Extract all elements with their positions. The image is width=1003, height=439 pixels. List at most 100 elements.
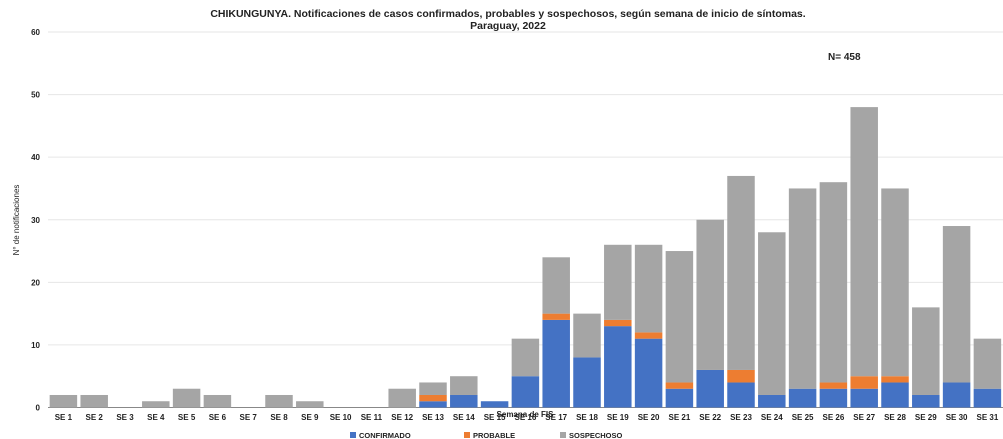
y-axis-ticks: 0 10 20 30 40 50 60	[31, 28, 40, 413]
bar-sospechoso	[542, 257, 570, 314]
x-axis-ticks: SE 1 SE 2 SE 3 SE 4 SE 5 SE 6 SE 7 SE 8 SE 9 SE 1…	[55, 413, 999, 422]
bar-confirmado	[604, 326, 632, 408]
bar-probable	[665, 382, 694, 389]
legend: CONFIRMADO PROBABLE SOSPECHOSO	[350, 431, 623, 439]
y-tick-label: 50	[31, 91, 40, 100]
bar-confirmado	[542, 319, 570, 408]
bar-sospechoso	[788, 188, 817, 389]
x-tick-label: SE 24	[761, 413, 783, 422]
y-tick-label: 30	[31, 216, 40, 225]
bar-confirmado	[819, 388, 848, 408]
x-tick-label: SE 22	[699, 413, 721, 422]
y-tick-label: 10	[31, 341, 40, 350]
x-tick-label: SE 16	[515, 413, 537, 422]
bar-sospechoso	[419, 382, 447, 395]
bar-confirmado	[973, 388, 1002, 408]
bar-confirmado	[419, 401, 447, 408]
bar-sospechoso	[881, 188, 909, 377]
x-tick-label: SE 13	[422, 413, 444, 422]
bar-confirmado	[634, 338, 663, 408]
bar-sospechoso	[665, 251, 694, 383]
x-tick-label: SE 29	[915, 413, 937, 422]
bar-sospechoso	[727, 175, 755, 370]
bar-sospechoso	[265, 394, 293, 408]
bar-confirmado	[665, 388, 694, 408]
bar-probable	[419, 394, 447, 402]
bar-confirmado	[788, 388, 817, 408]
x-tick-label: SE 7	[240, 413, 258, 422]
bar-confirmado	[850, 388, 878, 408]
bar-confirmado	[480, 401, 509, 408]
x-tick-label: SE 6	[209, 413, 227, 422]
x-tick-label: SE 28	[884, 413, 906, 422]
legend-label-confirmado: CONFIRMADO	[359, 431, 411, 439]
y-axis-label: N° de notificaciones	[12, 185, 21, 256]
x-tick-label: SE 10	[330, 413, 352, 422]
bar-sospechoso	[604, 244, 632, 320]
bar-sospechoso	[819, 182, 848, 383]
total-annotation: N= 458	[828, 52, 861, 63]
x-tick-label: SE 26	[823, 413, 845, 422]
x-tick-label: SE 9	[301, 413, 319, 422]
x-tick-label: SE 31	[977, 413, 999, 422]
x-tick-label: SE 14	[453, 413, 475, 422]
bar-sospechoso	[912, 307, 940, 395]
x-tick-label: SE 4	[147, 413, 165, 422]
bar-probable	[727, 369, 755, 383]
chart-subtitle: Paraguay, 2022	[470, 20, 546, 32]
bar-probable	[634, 332, 663, 339]
x-tick-label: SE 30	[946, 413, 968, 422]
bar-confirmado	[511, 376, 540, 408]
bar-sospechoso	[172, 388, 201, 408]
y-tick-label: 20	[31, 278, 40, 287]
bar-confirmado	[758, 394, 786, 408]
y-tick-label: 0	[36, 404, 41, 413]
x-tick-label: SE 23	[730, 413, 752, 422]
bar-confirmado	[881, 382, 909, 408]
bar-sospechoso	[203, 394, 232, 408]
x-tick-label: SE 18	[576, 413, 598, 422]
bar-confirmado	[942, 382, 971, 408]
bar-sospechoso	[142, 401, 170, 408]
bar-sospechoso	[296, 401, 324, 408]
bar-probable	[850, 376, 878, 389]
bar-confirmado	[573, 357, 601, 408]
legend-swatch-sospechoso	[560, 432, 566, 438]
x-axis-label: Semana de FIS	[497, 410, 555, 419]
x-tick-label: SE 25	[792, 413, 814, 422]
bar-probable	[819, 382, 848, 389]
bar-sospechoso	[758, 232, 786, 395]
bar-sospechoso	[388, 388, 416, 408]
x-tick-label: SE 2	[86, 413, 104, 422]
x-tick-label: SE 27	[853, 413, 875, 422]
x-tick-label: SE 8	[270, 413, 288, 422]
bar-probable	[542, 313, 570, 320]
bar-sospechoso	[573, 313, 601, 358]
bar-confirmado	[727, 382, 755, 408]
bar-sospechoso	[696, 219, 724, 370]
bar-confirmado	[696, 369, 724, 408]
bar-probable	[604, 319, 632, 327]
y-tick-label: 40	[31, 153, 40, 162]
bars	[49, 107, 1002, 408]
x-tick-label: SE 15	[484, 413, 506, 422]
x-tick-label: SE 21	[669, 413, 691, 422]
bar-sospechoso	[973, 338, 1002, 389]
grid-lines	[48, 31, 1003, 408]
legend-label-sospechoso: SOSPECHOSO	[569, 431, 623, 439]
x-tick-label: SE 1	[55, 413, 73, 422]
bar-sospechoso	[49, 394, 78, 408]
x-tick-label: SE 19	[607, 413, 629, 422]
legend-label-probable: PROBABLE	[473, 431, 515, 439]
x-tick-label: SE 11	[361, 413, 383, 422]
x-tick-label: SE 20	[638, 413, 660, 422]
x-tick-label: SE 3	[116, 413, 134, 422]
bar-sospechoso	[80, 394, 108, 408]
bar-confirmado	[450, 394, 478, 408]
bar-probable	[881, 376, 909, 383]
bar-sospechoso	[850, 107, 878, 377]
bar-sospechoso	[450, 376, 478, 395]
x-tick-label: SE 17	[545, 413, 567, 422]
legend-swatch-confirmado	[350, 432, 356, 438]
